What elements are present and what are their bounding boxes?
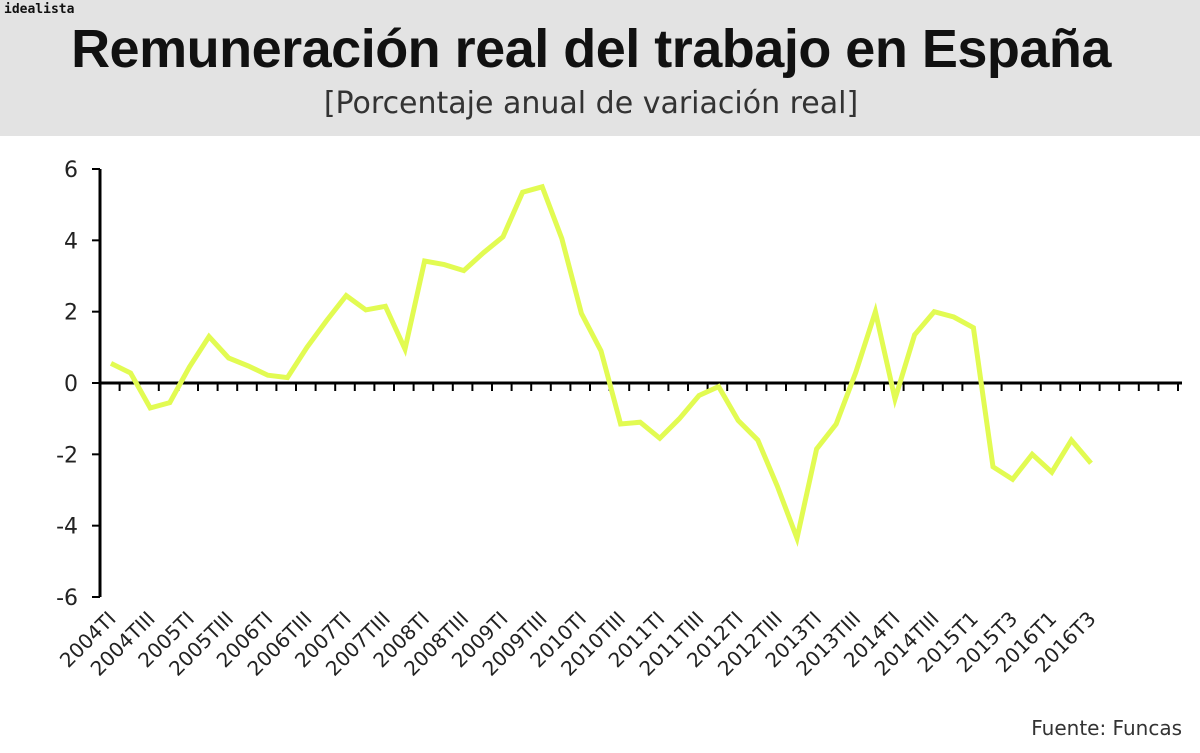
brand-logo: idealista <box>4 2 75 17</box>
y-tick-label: 0 <box>64 372 78 397</box>
series-line <box>109 183 1093 547</box>
chart-header: idealista Remuneración real del trabajo … <box>0 0 1200 136</box>
y-tick-label: -4 <box>56 515 78 540</box>
chart-subtitle: [Porcentaje anual de variación real] <box>323 86 859 121</box>
y-tick-label: 2 <box>64 301 78 326</box>
y-tick-label: 4 <box>64 229 78 254</box>
chart-title: Remuneración real del trabajo en España <box>71 19 1111 79</box>
line-chart: 6420-2-4-62004TI2004TIII2005TI2005TIII20… <box>55 158 1182 681</box>
y-tick-label: -2 <box>56 443 78 468</box>
source-note: Fuente: Funcas <box>1031 716 1182 740</box>
y-tick-label: 6 <box>64 158 78 183</box>
y-tick-label: -6 <box>56 586 78 611</box>
